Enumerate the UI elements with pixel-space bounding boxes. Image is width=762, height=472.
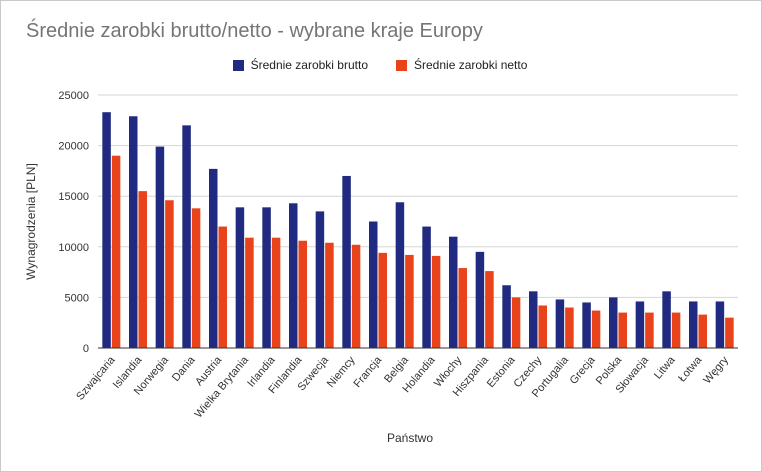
x-tick-label: Węgry [701, 354, 731, 386]
bar-brutto [262, 207, 271, 348]
bar-netto [431, 255, 441, 348]
x-tick-label: Łotwa [676, 354, 705, 385]
bar-netto [138, 191, 147, 348]
legend-swatch-netto [396, 59, 407, 71]
bar-brutto [635, 301, 645, 348]
bar-brutto [449, 236, 458, 348]
bar-netto [725, 317, 734, 348]
y-tick-label: 0 [83, 343, 89, 355]
bar-brutto [235, 207, 245, 348]
bar-netto [405, 254, 414, 348]
bar-netto [698, 314, 707, 348]
y-tick-label: 10000 [58, 242, 89, 254]
bar-netto [245, 237, 254, 348]
bar-netto [191, 208, 201, 348]
bar-brutto [342, 175, 351, 348]
x-axis-title: Państwo [387, 431, 433, 445]
legend: Średnie zarobki brutto Średnie zarobki n… [0, 58, 760, 72]
bar-netto [325, 242, 334, 348]
bar-netto [538, 305, 547, 348]
bar-netto [591, 310, 601, 348]
bar-brutto [369, 221, 378, 348]
bar-brutto [102, 112, 111, 348]
bar-netto [618, 312, 627, 348]
legend-label-netto: Średnie zarobki netto [414, 58, 528, 72]
legend-label-brutto: Średnie zarobki brutto [250, 58, 368, 72]
bar-netto [165, 200, 174, 348]
bar-netto [271, 237, 281, 348]
bar-brutto [395, 202, 405, 348]
bar-brutto [582, 302, 591, 348]
x-tick-label: Grecja [568, 354, 599, 387]
bar-brutto [182, 125, 191, 348]
bar-brutto [422, 226, 431, 348]
chart-title: Średnie zarobki brutto/netto - wybrane k… [26, 20, 483, 42]
bar-netto [351, 244, 361, 348]
bar-netto [298, 240, 307, 348]
bar-netto [458, 268, 467, 348]
bar-netto [485, 271, 494, 348]
bar-brutto [289, 203, 298, 348]
bar-brutto [315, 211, 325, 348]
x-tick-label: Szwajcaria [74, 354, 118, 403]
bar-netto [218, 226, 227, 348]
y-tick-label: 5000 [65, 292, 89, 304]
bar-brutto [555, 299, 565, 348]
legend-item-netto[interactable]: Średnie zarobki netto [396, 58, 527, 72]
bar-netto [111, 155, 121, 348]
bar-netto [565, 307, 574, 348]
bar-netto [671, 312, 681, 348]
bar-netto [511, 297, 521, 348]
x-tick-label: Francja [352, 354, 385, 390]
bar-brutto [689, 301, 698, 348]
bar-netto [378, 252, 387, 348]
bar-brutto [129, 116, 138, 348]
bar-brutto [662, 291, 671, 348]
x-tick-label: Litwa [652, 354, 678, 382]
bar-brutto [209, 168, 218, 348]
bar-brutto [529, 291, 538, 348]
legend-item-brutto[interactable]: Średnie zarobki brutto [232, 58, 368, 72]
bar-brutto [475, 251, 485, 348]
y-tick-label: 25000 [58, 90, 89, 102]
y-axis-title: Wynagrodzenia [PLN] [24, 163, 38, 280]
y-tick-label: 20000 [58, 141, 89, 153]
bar-brutto [155, 146, 165, 348]
bar-brutto [609, 297, 618, 348]
bar-brutto [715, 301, 725, 348]
y-tick-label: 15000 [58, 191, 89, 203]
bar-netto [645, 312, 654, 348]
legend-swatch-brutto [232, 59, 244, 71]
bar-brutto [502, 285, 511, 348]
